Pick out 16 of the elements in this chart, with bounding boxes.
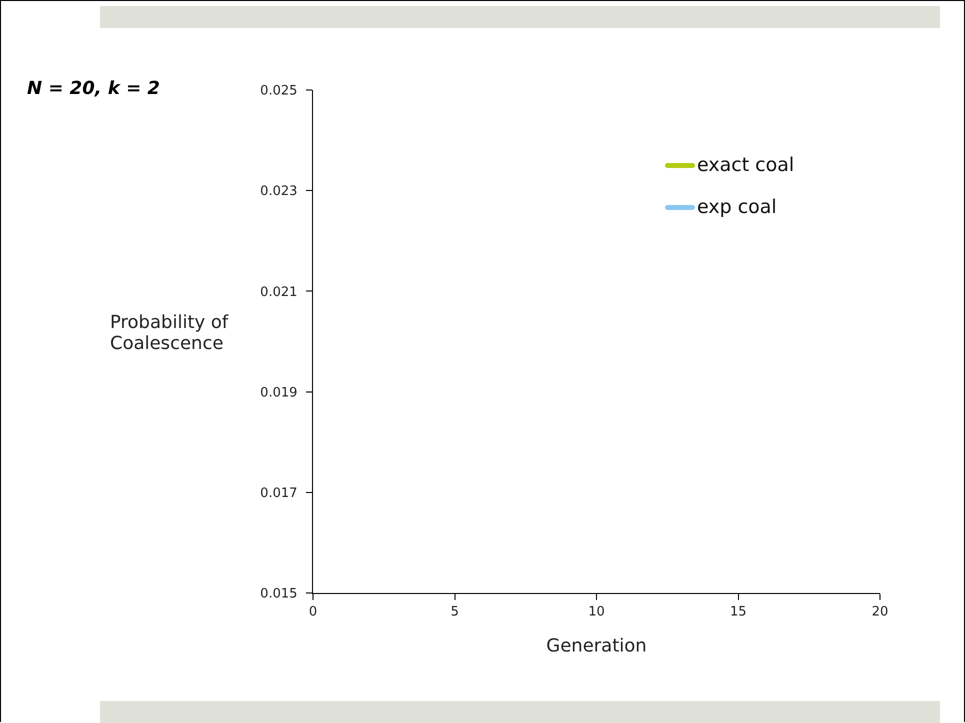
y-tick-label: 0.025 — [260, 84, 298, 99]
y-tick-label: 0.019 — [260, 385, 298, 400]
x-axis-title: Generation — [546, 636, 647, 657]
x-tick-label: 20 — [872, 604, 888, 620]
text: N = 20, k = 2 — [27, 78, 160, 99]
legend-label: exact coal — [697, 154, 794, 176]
legend-label: exp coal — [697, 196, 777, 218]
y-tick-label: 0.021 — [260, 284, 298, 300]
y-tick-label: 0.017 — [260, 486, 298, 501]
x-tick-label: 10 — [588, 604, 605, 620]
y-axis-title: Probability of Coalescence — [110, 312, 230, 354]
x-tick-label: 0 — [308, 604, 318, 620]
x-tick-label: 15 — [730, 604, 747, 620]
y-tick-label: 0.015 — [260, 586, 298, 602]
y-tick-label: 0.023 — [260, 184, 298, 200]
x-tick-label: 5 — [450, 604, 459, 620]
